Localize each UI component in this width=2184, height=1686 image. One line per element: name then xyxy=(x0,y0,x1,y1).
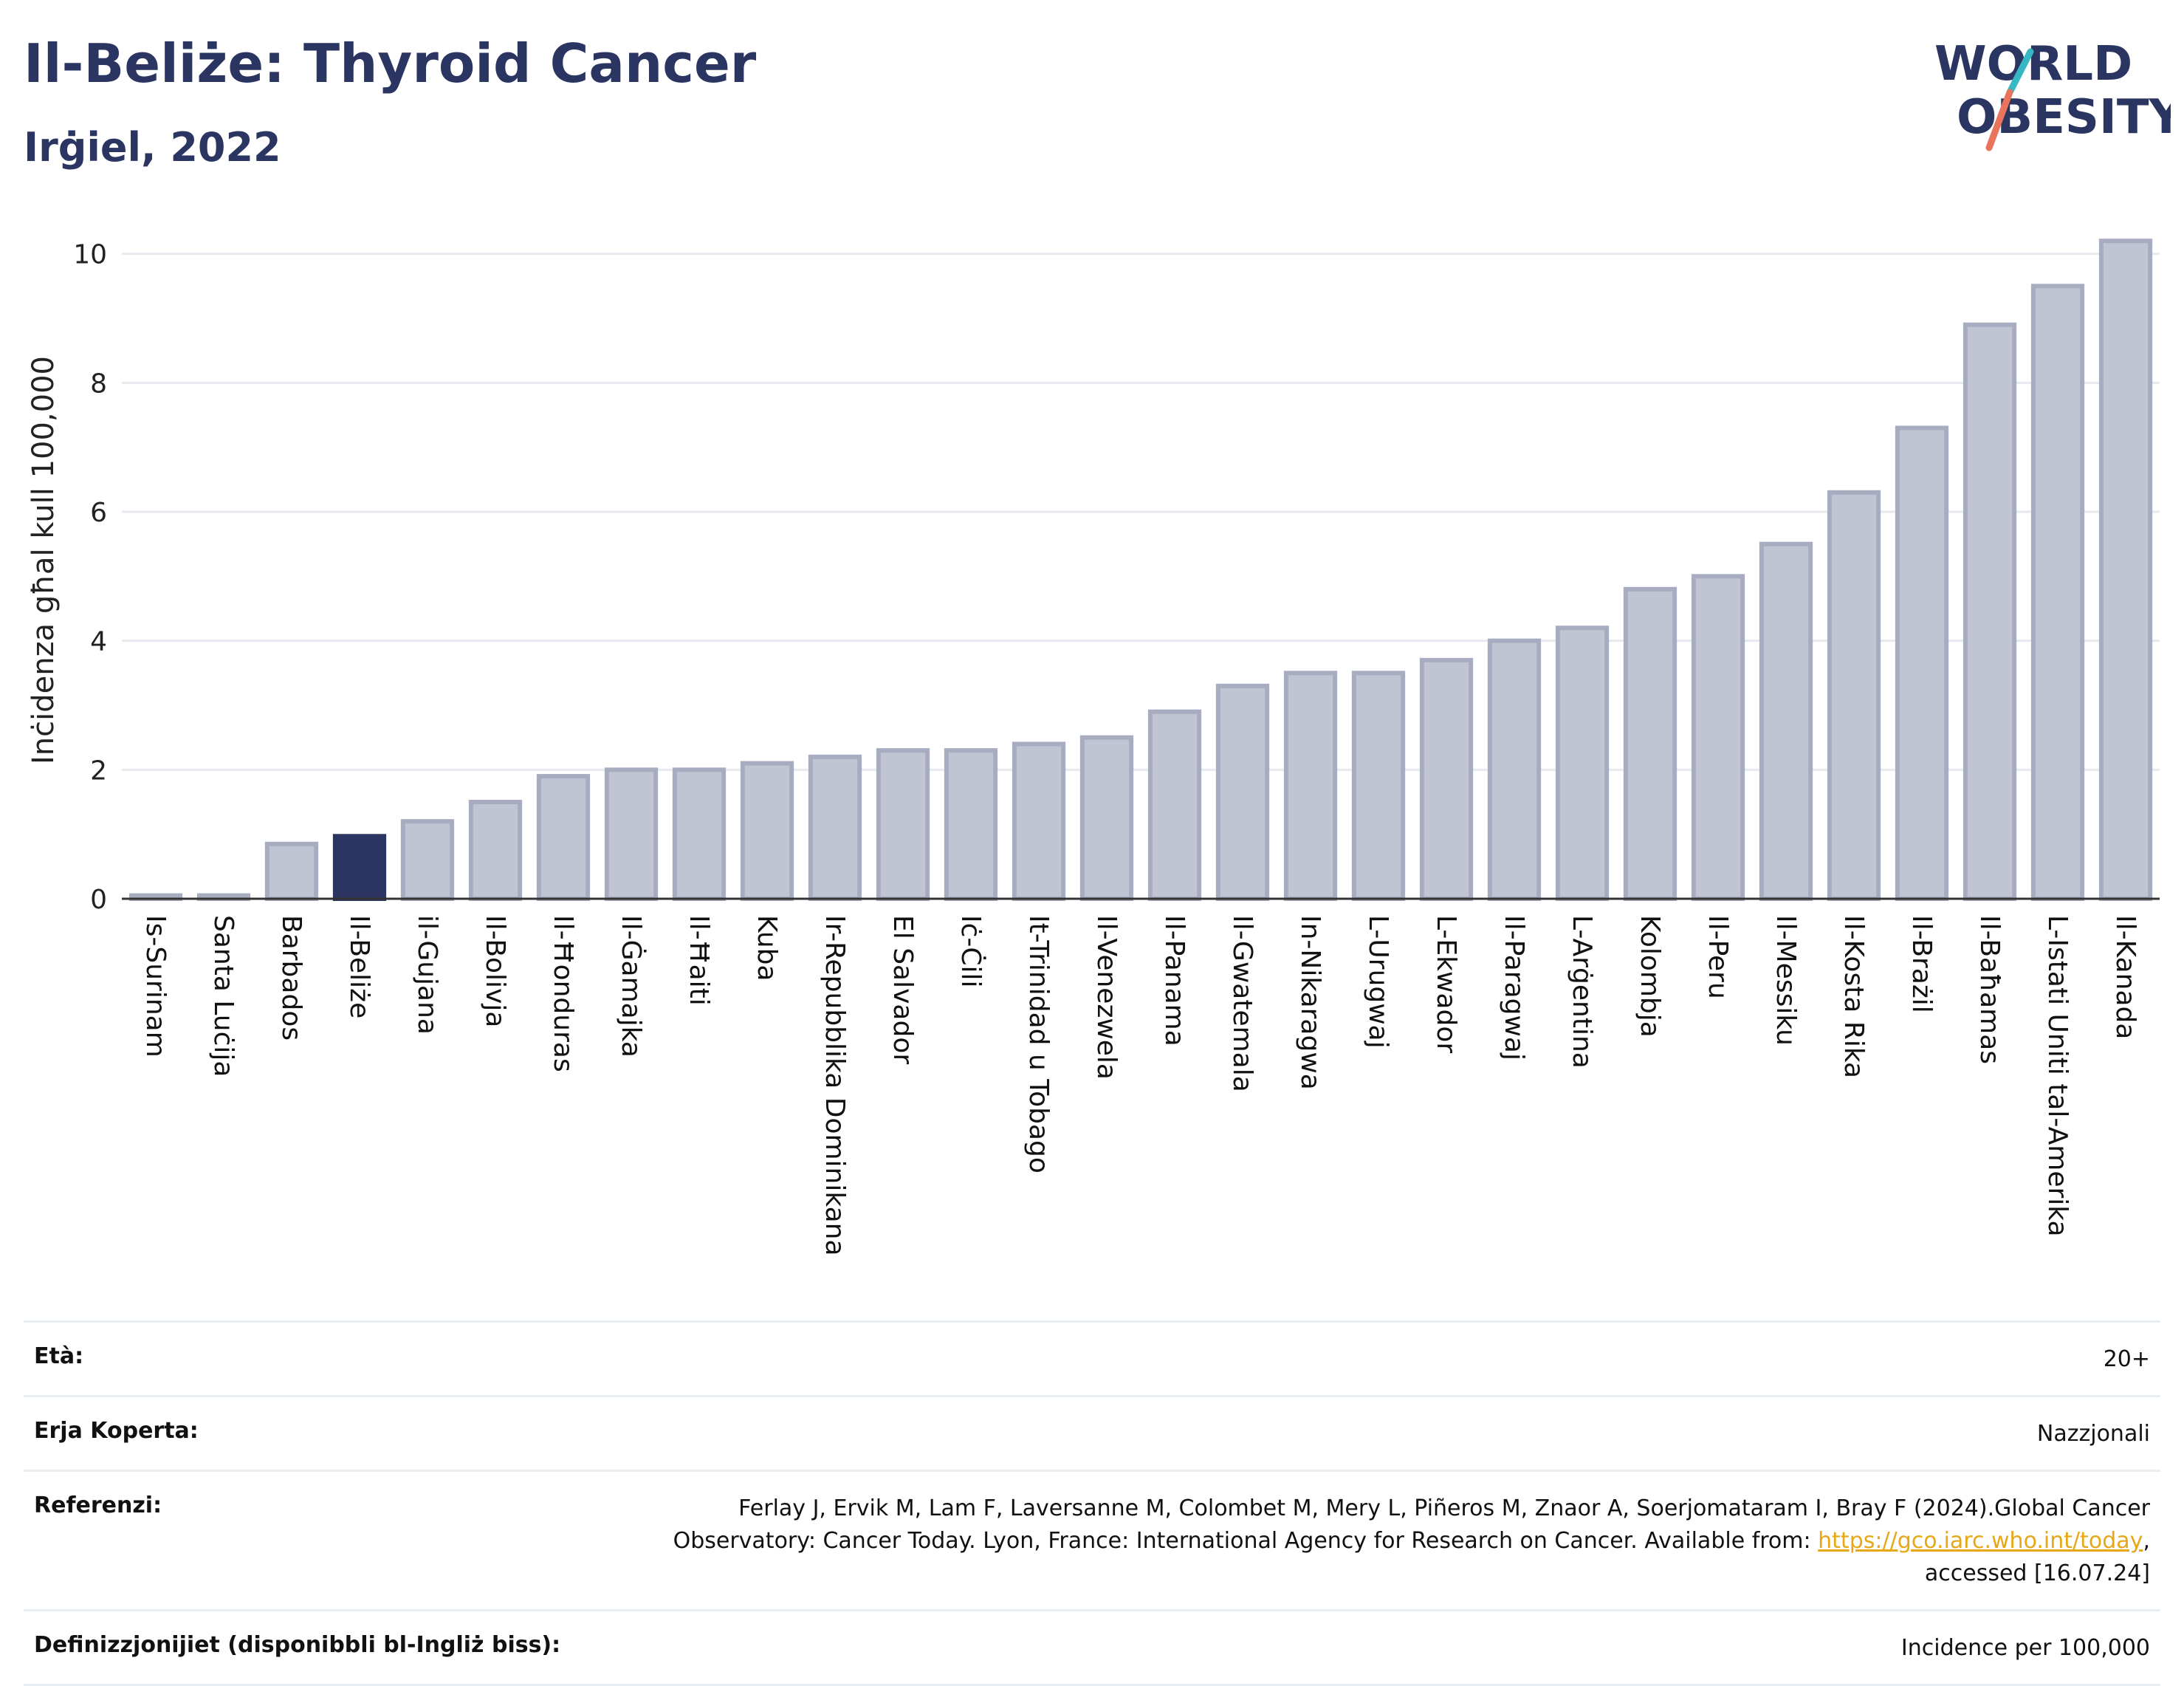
chart-svg: 0 2 4 6 8 10 Inċidenza għal kull 100,000 Is-Sur… xyxy=(27,239,2160,1256)
info-value: 20+ xyxy=(2103,1346,2150,1372)
reference-link[interactable]: https://gco.iarc.who.int/today xyxy=(1818,1528,2143,1554)
world-obesity-logo: WORLD OBESITY xyxy=(1934,37,2171,151)
bar xyxy=(1623,586,1678,901)
info-row-definitions: Definizzjonijiet (disponibbli bl-Ingliż … xyxy=(24,1609,2160,1686)
x-tick-label: Il-Ħaiti xyxy=(684,915,714,1006)
bar-chart: 0 2 4 6 8 10 Inċidenza għal kull 100,000 Is-Sur… xyxy=(0,192,2184,1300)
bar xyxy=(1419,657,1474,901)
x-tick-label: L-Urugwaj xyxy=(1363,915,1393,1049)
logo-line-1: WORLD xyxy=(1934,37,2132,92)
bar xyxy=(1079,735,1134,902)
bar xyxy=(1962,322,2017,901)
x-tick-label: Il-Ġamajka xyxy=(616,915,647,1058)
x-tick-label: Il-Beliże xyxy=(344,915,374,1018)
info-value: Nazzjonali xyxy=(2036,1421,2150,1447)
x-tick-label: It-Trinidad u Tobago xyxy=(1023,915,1054,1173)
info-label: Definizzjonijiet (disponibbli bl-Ingliż … xyxy=(34,1632,561,1658)
x-tick-label: Il-Venezwela xyxy=(1091,915,1122,1080)
page-title: Il-Beliże: Thyroid Cancer xyxy=(24,32,757,95)
x-tick-label: L-Ekwador xyxy=(1431,915,1461,1053)
x-tick-label: Barbados xyxy=(276,915,306,1041)
x-tick-label: Il-Peru xyxy=(1703,915,1733,999)
bar xyxy=(2098,239,2153,901)
x-tick-label: Il-Gwatemala xyxy=(1227,915,1257,1092)
x-tick-label: Is-Surinam xyxy=(140,915,171,1058)
x-tick-label: Il-Messiku xyxy=(1771,915,1801,1046)
bar xyxy=(1827,490,1881,901)
bar xyxy=(604,767,659,901)
y-tick-label: 10 xyxy=(73,240,107,270)
bar xyxy=(808,754,862,901)
x-tick-label: Santa Luċija xyxy=(208,915,238,1077)
bar xyxy=(1012,741,1066,902)
y-tick-label: 8 xyxy=(90,369,107,399)
x-tick-label: L-Istati Uniti tal-Amerika xyxy=(2042,915,2073,1237)
bar xyxy=(1351,671,1406,901)
x-tick-label: El Salvador xyxy=(887,915,918,1064)
logo-line-2: OBESITY xyxy=(1957,90,2171,145)
x-tick-label: Il-Brażil xyxy=(1906,915,1937,1013)
info-label: Età: xyxy=(34,1343,84,1369)
info-row-age: Età: 20+ xyxy=(24,1320,2160,1395)
x-tick-label: il-Gujana xyxy=(412,915,442,1035)
y-tick-label: 4 xyxy=(90,627,107,657)
bar xyxy=(1759,541,1813,901)
info-label: Erja Koperta: xyxy=(34,1418,199,1444)
bar xyxy=(1487,638,1542,902)
x-tick-label: L-Arġentina xyxy=(1567,915,1597,1069)
bar xyxy=(1215,683,1270,901)
y-tick-label: 0 xyxy=(90,885,107,915)
logo-slash-teal xyxy=(2006,48,2034,96)
info-row-area: Erja Koperta: Nazzjonali xyxy=(24,1395,2160,1470)
y-tick-label: 2 xyxy=(90,755,107,786)
x-tick-label: Iċ-Ċili xyxy=(955,915,986,988)
x-tick-label: Il-Panama xyxy=(1159,915,1189,1046)
x-tick-label: Kolombja xyxy=(1635,915,1665,1038)
page-subtitle: Irġiel, 2022 xyxy=(24,124,281,171)
info-table: Età: 20+ Erja Koperta: Nazzjonali Refere… xyxy=(24,1320,2160,1686)
logo-slash-coral xyxy=(1985,89,2013,151)
header: Il-Beliże: Thyroid Cancer Irġiel, 2022 W… xyxy=(0,0,2184,192)
bar xyxy=(944,748,998,902)
bar xyxy=(264,841,319,901)
bar xyxy=(1691,574,1745,901)
y-tick-label: 6 xyxy=(90,498,107,528)
x-tick-label: Il-Bolivja xyxy=(480,915,510,1027)
info-value-reference: Ferlay J, Ervik M, Lam F, Laversanne M, … xyxy=(614,1493,2150,1590)
bar xyxy=(672,767,727,901)
x-tick-label: Il-Baħamas xyxy=(1974,915,2005,1064)
bar xyxy=(2030,284,2085,902)
x-tick-label: In-Nikaragwa xyxy=(1295,915,1325,1090)
bar xyxy=(400,819,455,902)
bar xyxy=(1147,709,1202,901)
bar xyxy=(536,774,591,901)
bar xyxy=(876,748,930,902)
bar xyxy=(1555,626,1610,901)
x-tick-label: Il-Paragwaj xyxy=(1499,915,1529,1060)
y-axis-label: Inċidenza għal kull 100,000 xyxy=(27,356,61,764)
x-tick-label: Ir-Repubblika Dominikana xyxy=(820,915,850,1256)
reference-accessed: , accessed [16.07.24] xyxy=(1924,1528,2150,1586)
x-tick-label: Il-Kosta Rika xyxy=(1838,915,1869,1078)
bar xyxy=(1895,425,1949,901)
x-tick-label: Kuba xyxy=(752,915,782,981)
bar xyxy=(332,834,387,902)
bar xyxy=(1283,671,1338,901)
reference-text: Ferlay J, Ervik M, Lam F, Laversanne M, … xyxy=(673,1495,2150,1554)
bar xyxy=(468,800,523,901)
info-label: Referenzi: xyxy=(34,1493,162,1518)
x-tick-label: Il-Ħonduras xyxy=(548,915,578,1072)
x-tick-label: Il-Kanada xyxy=(2110,915,2140,1039)
info-row-references: Referenzi: Ferlay J, Ervik M, Lam F, Lav… xyxy=(24,1470,2160,1609)
info-value: Incidence per 100,000 xyxy=(1900,1635,2150,1661)
bar xyxy=(740,761,794,901)
